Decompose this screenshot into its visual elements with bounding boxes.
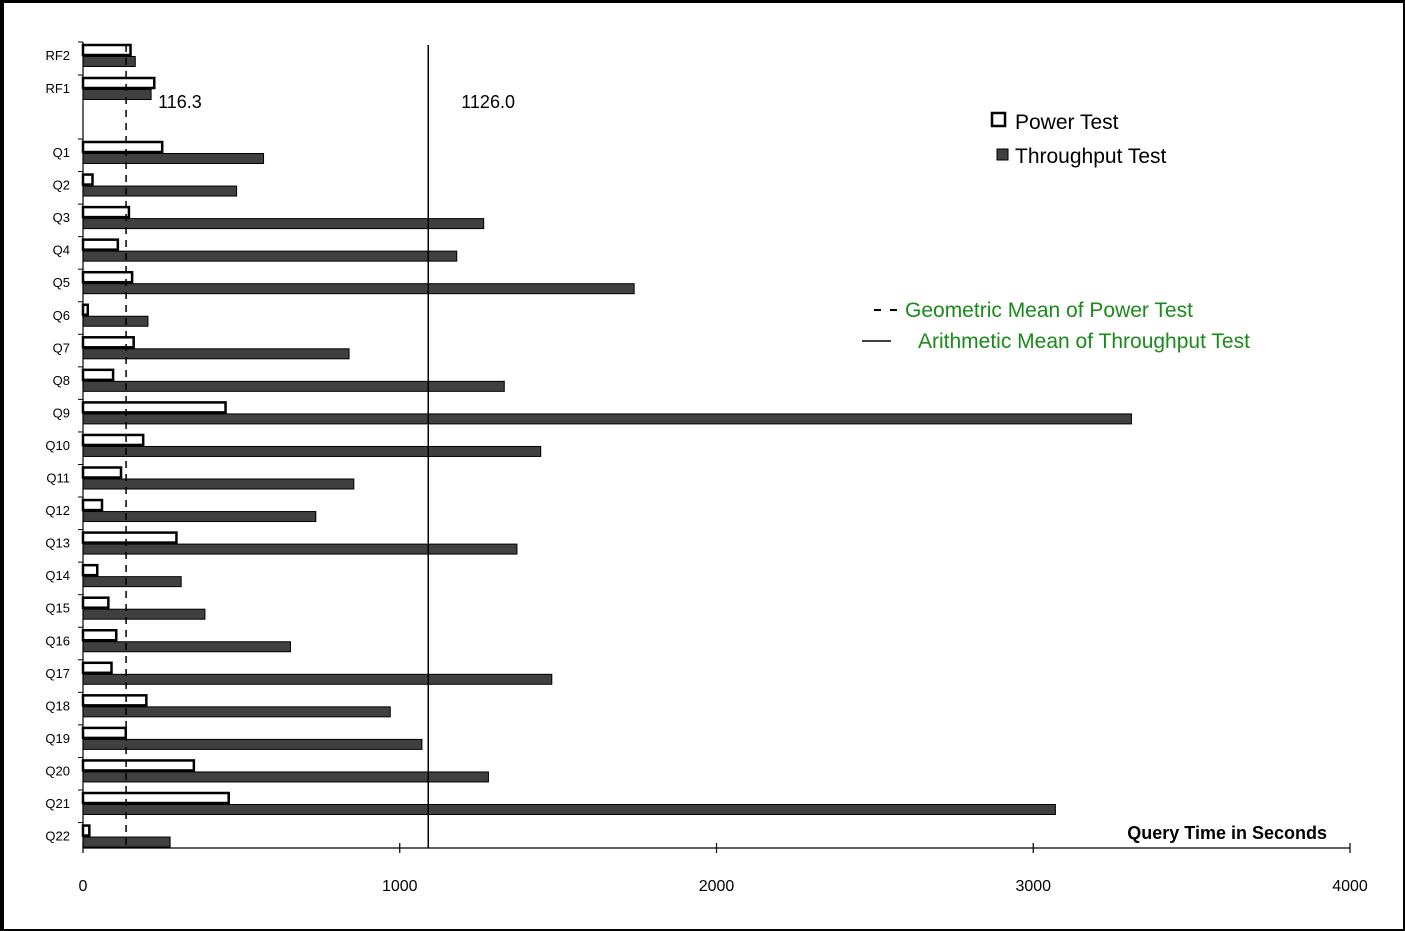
bar-power-q13 — [81, 531, 178, 544]
bar-throughput-q10 — [82, 445, 542, 457]
bar-throughput-q18 — [82, 706, 391, 718]
bar-throughput-q14 — [82, 576, 182, 588]
legend-label-geometric-mean: Geometric Mean of Power Test — [905, 299, 1193, 322]
x-tick-label: 4000 — [1332, 878, 1368, 895]
reference-legend: Geometric Mean of Power Test Arithmetic … — [862, 299, 1250, 353]
bar-power-q4 — [81, 238, 120, 251]
category-label-q2: Q2 — [53, 178, 70, 193]
category-label-q19: Q19 — [45, 731, 70, 746]
bar-throughput-q17 — [82, 673, 553, 685]
bar-throughput-q7 — [82, 348, 350, 360]
reference-value-arithmetic-mean: 1126.0 — [461, 92, 515, 112]
bar-throughput-q2 — [82, 185, 238, 197]
bar-power-rf2 — [81, 43, 132, 57]
category-label-q7: Q7 — [53, 340, 70, 355]
bar-power-q19 — [81, 726, 128, 740]
category-label-q10: Q10 — [45, 438, 70, 453]
bar-throughput-q5 — [82, 283, 635, 295]
legend-swatch-throughput — [996, 148, 1009, 161]
category-label-q17: Q17 — [45, 666, 70, 681]
bar-power-q6 — [81, 303, 90, 316]
category-label-q9: Q9 — [53, 405, 70, 420]
bars-layer — [81, 43, 1132, 848]
bar-power-q3 — [81, 205, 131, 219]
x-tick-label: 2000 — [699, 878, 735, 895]
bar-power-q15 — [81, 596, 110, 609]
x-axis-title: Query Time in Seconds — [1127, 823, 1327, 843]
category-label-q3: Q3 — [53, 210, 70, 225]
category-label-q5: Q5 — [53, 275, 70, 290]
bar-power-q10 — [81, 433, 145, 447]
category-label-q1: Q1 — [53, 145, 70, 160]
bar-throughput-q16 — [82, 641, 291, 653]
bar-power-q2 — [81, 173, 94, 186]
reference-lines-layer — [125, 45, 430, 848]
reference-value-geometric-mean: 116.3 — [158, 92, 202, 112]
legend-label-power: Power Test — [1015, 111, 1119, 134]
bar-power-q16 — [81, 629, 118, 642]
bar-throughput-q1 — [82, 153, 265, 164]
bar-throughput-rf2 — [82, 56, 136, 67]
axes-layer — [78, 41, 1351, 853]
category-label-q20: Q20 — [45, 763, 70, 778]
bar-throughput-q4 — [82, 250, 458, 262]
bar-power-rf1 — [81, 76, 156, 90]
legend-label-throughput: Throughput Test — [1015, 145, 1167, 168]
category-label-q16: Q16 — [45, 633, 70, 648]
category-label-q21: Q21 — [45, 796, 70, 811]
category-label-q14: Q14 — [45, 568, 70, 583]
category-label-q6: Q6 — [53, 308, 70, 323]
bar-throughput-rf1 — [82, 89, 152, 100]
bar-power-q1 — [81, 140, 164, 154]
bar-throughput-q12 — [82, 511, 317, 523]
legend-swatch-power — [990, 111, 1007, 128]
category-label-q18: Q18 — [45, 698, 70, 713]
bar-throughput-q8 — [82, 380, 505, 392]
bar-throughput-q3 — [82, 218, 485, 230]
category-label-q12: Q12 — [45, 503, 70, 518]
labels-layer: RF2 RF1 Q1 Q2 Q3 Q4 Q5 Q6 Q7 Q8 Q9 Q10 Q11 Q12 Q13 Q14 Q… — [45, 48, 1367, 895]
bar-throughput-q9 — [82, 413, 1132, 425]
category-label-q11: Q11 — [46, 471, 70, 486]
bar-throughput-q19 — [82, 738, 423, 750]
bar-throughput-q15 — [82, 608, 206, 620]
category-label-rf2: RF2 — [45, 48, 70, 63]
bar-power-q20 — [81, 759, 196, 772]
bar-power-q14 — [81, 563, 99, 577]
bar-throughput-q6 — [82, 315, 149, 327]
category-label-rf1: RF1 — [45, 81, 70, 96]
legend: Power Test Throughput Test — [990, 111, 1167, 168]
bar-throughput-q21 — [82, 804, 1056, 815]
x-tick-label: 1000 — [382, 878, 418, 895]
legend-label-arithmetic-mean: Arithmetic Mean of Throughput Test — [918, 330, 1250, 353]
bar-power-q17 — [81, 661, 113, 675]
bar-throughput-q13 — [82, 543, 518, 555]
bar-throughput-q11 — [82, 478, 355, 490]
bar-power-q18 — [81, 694, 148, 707]
category-label-q22: Q22 — [45, 829, 70, 844]
category-label-q4: Q4 — [53, 243, 70, 258]
bar-power-q22 — [81, 824, 91, 837]
bar-power-q8 — [81, 368, 115, 382]
x-tick-label: 3000 — [1015, 878, 1051, 895]
category-label-q13: Q13 — [45, 536, 70, 551]
bar-power-q11 — [81, 466, 123, 479]
x-tick-label: 0 — [79, 878, 88, 895]
category-label-q15: Q15 — [45, 601, 70, 616]
bar-power-q12 — [81, 498, 104, 512]
bar-power-q5 — [81, 270, 134, 284]
bar-power-q9 — [81, 401, 227, 414]
bar-power-q21 — [81, 791, 230, 805]
category-label-q8: Q8 — [53, 373, 70, 388]
